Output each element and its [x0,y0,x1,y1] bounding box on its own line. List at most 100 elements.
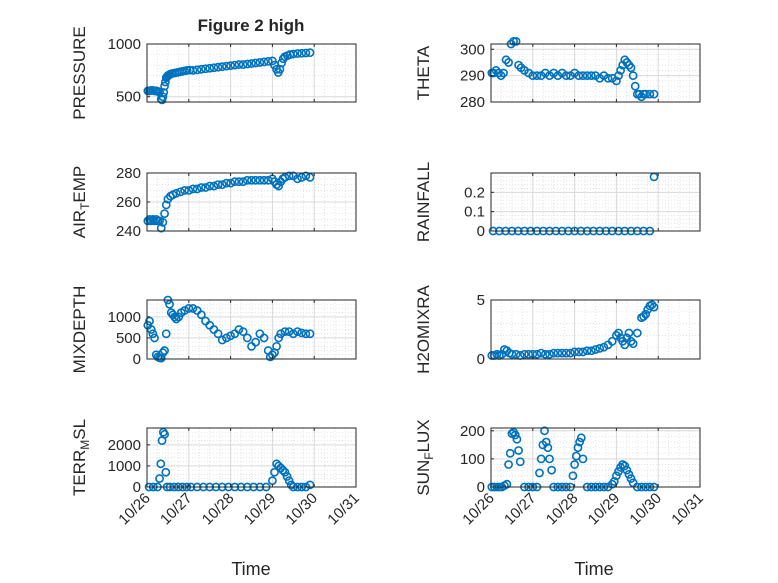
data-point [230,177,240,187]
data-point [293,327,302,337]
data-point [201,64,210,74]
x-tick-label: 10/29 [241,490,280,529]
data-point [502,479,512,489]
data-point [512,434,522,444]
y-tick-label: 1000 [108,458,141,475]
y-axis-label-part: MIXDEPTH [70,286,89,374]
y-axis-label: PRESSURE [70,26,89,120]
data-point [160,429,169,439]
data-point [514,446,523,455]
chart-h2omixra: 0 5 H2OMIXRA [414,284,701,374]
data-point [628,71,638,81]
plot-area [491,173,700,231]
data-point [641,89,651,99]
data-point [575,437,585,447]
data-point [161,200,171,210]
data-point [614,328,623,338]
y-axis-label-part: AIR [70,210,89,238]
axes-box [490,43,701,103]
data-point [582,71,592,81]
data-point [238,327,248,337]
x-tick-label: 10/27 [501,490,540,529]
data-point [511,349,521,359]
data-point [297,48,307,58]
data-point [616,65,625,75]
data-point [156,353,166,363]
data-point [213,180,223,189]
plot-area [491,428,700,487]
data-point [574,71,584,81]
data-point [578,71,588,81]
data-point [161,329,171,339]
data-point [160,81,169,91]
data-point [259,175,269,185]
y-tick-label: 0 [133,351,141,368]
y-tick-label: 500 [116,89,141,106]
y-tick-label: 240 [116,223,141,240]
data-point [234,177,244,187]
data-point [280,327,290,337]
y-tick-label: 500 [116,330,141,347]
data-point [507,349,517,359]
y-axis-label-part: RAINFALL [414,162,433,242]
data-point [238,60,248,69]
data-point [242,333,252,343]
data-point [205,181,215,191]
x-tick-label: 10/31 [324,490,363,529]
data-point [155,474,164,483]
data-point [274,181,284,191]
y-tick-label: 1000 [108,309,141,326]
y-axis-label-part: H2OMIXRA [414,284,433,373]
data-point [280,467,290,477]
data-point [578,347,588,357]
axes-box [146,299,357,360]
data-point [276,329,286,339]
data-point [515,457,525,467]
data-point [205,63,215,73]
data-point [545,349,554,359]
chart-pressure: 500 1000 PRESSURE [70,26,357,120]
data-point [293,174,302,184]
data-point [251,175,261,185]
data-point [293,49,302,58]
data-point [573,443,583,453]
data-point [274,333,284,343]
data-point [247,175,256,185]
data-point [284,171,294,181]
data-point [146,325,156,334]
y-axis-label: MIXDEPTH [70,286,89,374]
x-tick-label: 10/27 [157,490,196,529]
data-point [297,328,307,338]
data-point [288,329,298,339]
y-axis-label: SUNFLUX [414,419,436,495]
y-axis-label-part: TERR [70,450,89,496]
data-point [247,59,256,68]
data-point [222,61,231,71]
data-point [499,68,508,78]
data-markers [143,171,315,233]
data-point [234,60,244,69]
time-axis-label-right: Time [574,559,613,579]
data-point [184,185,194,195]
data-point [528,71,538,81]
data-point [213,62,223,72]
y-axis-label-part: F [422,452,436,459]
data-point [270,467,279,477]
data-point [626,474,636,483]
data-point [547,465,557,475]
chart-mixdepth: 0 500 1000 MIXDEPTH [70,286,357,374]
data-point [230,60,240,70]
data-markers [143,295,315,363]
data-point [540,426,549,436]
data-point [196,310,206,320]
y-tick-label: 1000 [108,36,141,53]
data-point [284,476,294,486]
data-point [628,339,638,349]
data-point [171,314,181,324]
data-point [158,217,168,227]
y-axis-label: TERRMSL [70,419,92,496]
data-point [543,443,553,453]
y-tick-label: 0 [477,223,485,240]
data-point [180,185,190,195]
